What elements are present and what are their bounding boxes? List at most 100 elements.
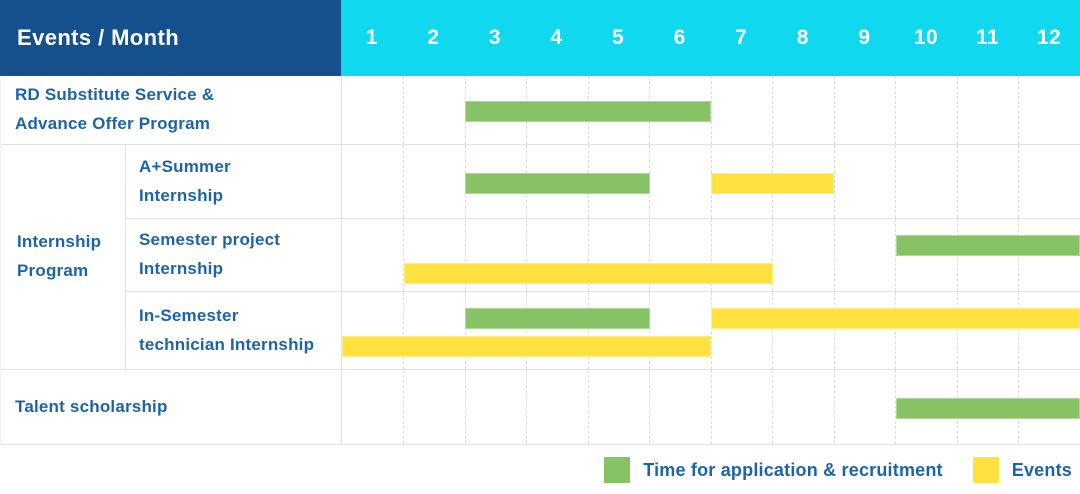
gantt-bar-yellow bbox=[711, 308, 1080, 329]
month-header-10: 10 bbox=[913, 26, 939, 49]
grid-cell bbox=[710, 76, 772, 144]
row-track bbox=[341, 370, 1080, 444]
row-in-semester-technician-internship: In-Semester technician Internship bbox=[126, 291, 1080, 369]
row-track bbox=[341, 219, 1080, 291]
grid-cell bbox=[649, 292, 710, 369]
row-track bbox=[341, 76, 1080, 144]
legend: Time for application & recruitment Events bbox=[0, 445, 1080, 494]
grid-cell bbox=[587, 292, 649, 369]
grid-cell bbox=[403, 292, 464, 369]
grid-cell bbox=[1018, 145, 1079, 218]
events-month-header-cell: Events / Month bbox=[0, 0, 341, 76]
grid-cell bbox=[956, 145, 1018, 218]
gantt-bar-green bbox=[465, 101, 711, 122]
grid-cell bbox=[403, 219, 464, 291]
grid-cell bbox=[649, 219, 710, 291]
grid-cell bbox=[342, 370, 403, 444]
row-track bbox=[341, 292, 1080, 369]
group-subrows: A+Summer Internship Semester project Int… bbox=[125, 145, 1080, 369]
legend-item-green: Time for application & recruitment bbox=[604, 457, 943, 483]
month-header-12: 12 bbox=[1036, 26, 1062, 49]
grid-cell bbox=[956, 292, 1018, 369]
gantt-bar-green bbox=[895, 235, 1080, 256]
month-header-4: 4 bbox=[550, 26, 563, 49]
grid-cell bbox=[772, 219, 833, 291]
grid-cell bbox=[895, 76, 956, 144]
grid-cell bbox=[710, 292, 772, 369]
legend-item-yellow: Events bbox=[972, 457, 1072, 483]
grid-cell bbox=[710, 370, 772, 444]
row-label-cell: In-Semester technician Internship bbox=[126, 292, 341, 369]
grid-cell bbox=[526, 219, 587, 291]
grid-cell bbox=[1018, 76, 1079, 144]
grid-cell bbox=[833, 292, 895, 369]
row-label: Talent scholarship bbox=[15, 396, 168, 416]
grid-cell bbox=[772, 370, 833, 444]
month-header-7: 7 bbox=[735, 26, 748, 49]
month-header-9: 9 bbox=[858, 26, 871, 49]
gantt-bar-green bbox=[465, 172, 650, 194]
gantt-bar-green bbox=[895, 398, 1080, 419]
row-semester-project-internship: Semester project Internship bbox=[126, 218, 1080, 291]
row-label-cell: Talent scholarship bbox=[1, 370, 341, 444]
table-header-row: Events / Month 1 2 3 4 5 6 7 8 9 10 11 12 bbox=[0, 0, 1080, 76]
grid-cell bbox=[710, 219, 772, 291]
grid-cell bbox=[833, 370, 895, 444]
month-header-1: 1 bbox=[365, 26, 378, 49]
group-label-cell: Internship Program bbox=[1, 145, 125, 369]
gantt-bar-yellow bbox=[711, 172, 834, 194]
grid-cell bbox=[649, 370, 710, 444]
grid-cell bbox=[342, 219, 403, 291]
row-rd-substitute-service: RD Substitute Service & Advance Offer Pr… bbox=[1, 76, 1080, 144]
legend-label: Time for application & recruitment bbox=[643, 459, 943, 480]
month-header-8: 8 bbox=[796, 26, 809, 49]
gantt-bar-yellow bbox=[403, 263, 773, 284]
header-title: Events / Month bbox=[17, 25, 180, 50]
grid-cell bbox=[464, 292, 526, 369]
row-a-plus-summer-internship: A+Summer Internship bbox=[126, 145, 1080, 218]
grid-cell bbox=[403, 145, 464, 218]
month-header-3: 3 bbox=[488, 26, 502, 49]
grid-cell bbox=[833, 145, 895, 218]
legend-swatch-green bbox=[604, 457, 631, 483]
grid-cell bbox=[403, 370, 464, 444]
gantt-bar-yellow bbox=[342, 336, 711, 357]
row-label-cell: RD Substitute Service & Advance Offer Pr… bbox=[1, 76, 341, 144]
month-header-2: 2 bbox=[427, 26, 440, 49]
grid-cell bbox=[526, 292, 587, 369]
grid-cell bbox=[895, 292, 956, 369]
legend-swatch-yellow bbox=[972, 457, 999, 483]
row-group-internship-program: Internship Program A+Summer Internship S… bbox=[1, 144, 1080, 369]
row-label: In-Semester technician Internship bbox=[139, 305, 315, 354]
grid-cell bbox=[342, 76, 403, 144]
group-label: Internship Program bbox=[17, 232, 102, 280]
gantt-bar-green bbox=[465, 308, 650, 329]
grid-cell bbox=[833, 219, 895, 291]
grid-cell bbox=[342, 145, 403, 218]
grid-cell bbox=[587, 219, 649, 291]
grid-cell bbox=[649, 145, 710, 218]
grid-cell bbox=[587, 370, 649, 444]
grid-cell bbox=[464, 219, 526, 291]
grid-cell bbox=[956, 76, 1018, 144]
row-label: Semester project Internship bbox=[139, 230, 281, 278]
grid-cell bbox=[772, 76, 833, 144]
grid-cell bbox=[772, 292, 833, 369]
row-label-cell: A+Summer Internship bbox=[126, 145, 341, 218]
month-header-5: 5 bbox=[612, 26, 625, 49]
month-header-row: 1 2 3 4 5 6 7 8 9 10 11 12 bbox=[341, 0, 1080, 76]
grid-cell bbox=[403, 76, 464, 144]
row-track bbox=[341, 145, 1080, 218]
grid-cell bbox=[464, 370, 526, 444]
row-label-cell: Semester project Internship bbox=[126, 219, 341, 291]
grid-cell bbox=[342, 292, 403, 369]
table-body: RD Substitute Service & Advance Offer Pr… bbox=[0, 76, 1080, 445]
month-header-11: 11 bbox=[975, 26, 1000, 49]
grid-cell bbox=[1018, 292, 1079, 369]
month-header-6: 6 bbox=[673, 26, 686, 49]
row-talent-scholarship: Talent scholarship bbox=[1, 369, 1080, 444]
grid-cell bbox=[895, 145, 956, 218]
legend-label: Events bbox=[1011, 459, 1072, 480]
row-label: RD Substitute Service & Advance Offer Pr… bbox=[15, 85, 215, 133]
